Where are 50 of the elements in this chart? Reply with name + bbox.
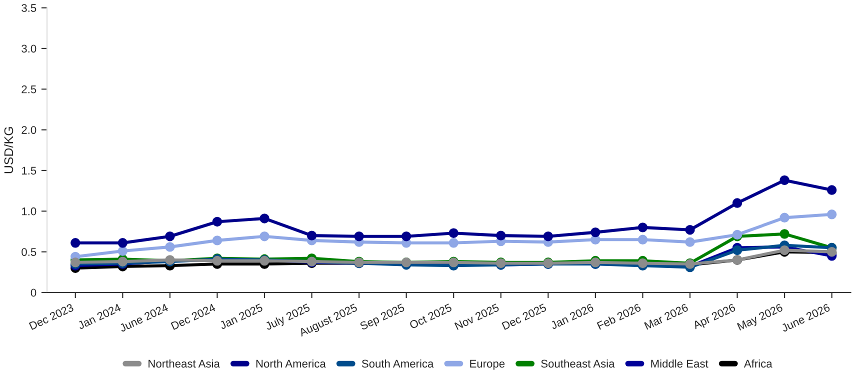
x-tick-label: Sep 2025 — [359, 303, 406, 332]
x-tick-label: Jan 2024 — [77, 303, 122, 330]
legend-label: Southeast Asia — [541, 359, 615, 368]
point — [260, 214, 270, 224]
x-tick-label: Apr 2026 — [692, 303, 737, 332]
legend-label: Northeast Asia — [148, 359, 220, 368]
x-tick-label: Dec 2024 — [170, 303, 216, 330]
legend-label: Europe — [470, 360, 505, 370]
point — [543, 232, 554, 242]
legend-label: South America — [362, 359, 434, 368]
y-tick-label: 2.0 — [22, 126, 36, 134]
point — [354, 232, 364, 242]
y-tick-label: 3.5 — [22, 4, 36, 12]
point — [780, 212, 790, 223]
point — [306, 230, 317, 240]
x-tick-label: Dec 2023 — [28, 303, 74, 330]
legend-label: Middle East — [651, 359, 708, 368]
point — [260, 232, 270, 242]
y-tick-label: 0.5 — [22, 248, 36, 256]
point — [496, 230, 506, 240]
x-tick-label: Dec 2025 — [502, 303, 547, 330]
point — [590, 227, 600, 238]
point — [685, 237, 695, 247]
y-tick-label: 3.0 — [22, 44, 36, 53]
legend-label: North America — [256, 359, 326, 368]
point — [826, 210, 837, 220]
x-tick-label: Feb 2026 — [596, 303, 642, 330]
y-axis-title: USD/KG — [4, 127, 14, 174]
x-tick-label: Oct 2025 — [408, 303, 452, 330]
x-tick-label: Mar 2026 — [644, 303, 689, 330]
y-tick-label: 2.5 — [22, 85, 36, 94]
legend-label: Africa — [744, 359, 772, 368]
y-tick-label: 0 — [30, 288, 36, 297]
point — [826, 185, 837, 195]
point — [638, 234, 648, 244]
x-tick-label: Jan 2025 — [218, 303, 264, 330]
x-tick-label: Nov 2025 — [454, 303, 500, 330]
x-tick-label: Jan 2026 — [550, 303, 594, 330]
point — [212, 236, 222, 246]
point — [780, 175, 790, 186]
point — [448, 228, 458, 238]
point — [732, 198, 742, 208]
point — [638, 222, 648, 232]
y-tick-label: 1.0 — [22, 207, 36, 216]
y-tick-label: 1.5 — [22, 166, 36, 175]
point — [165, 232, 175, 242]
point — [685, 225, 695, 235]
point — [212, 216, 222, 227]
point — [780, 229, 790, 239]
point — [401, 232, 412, 242]
